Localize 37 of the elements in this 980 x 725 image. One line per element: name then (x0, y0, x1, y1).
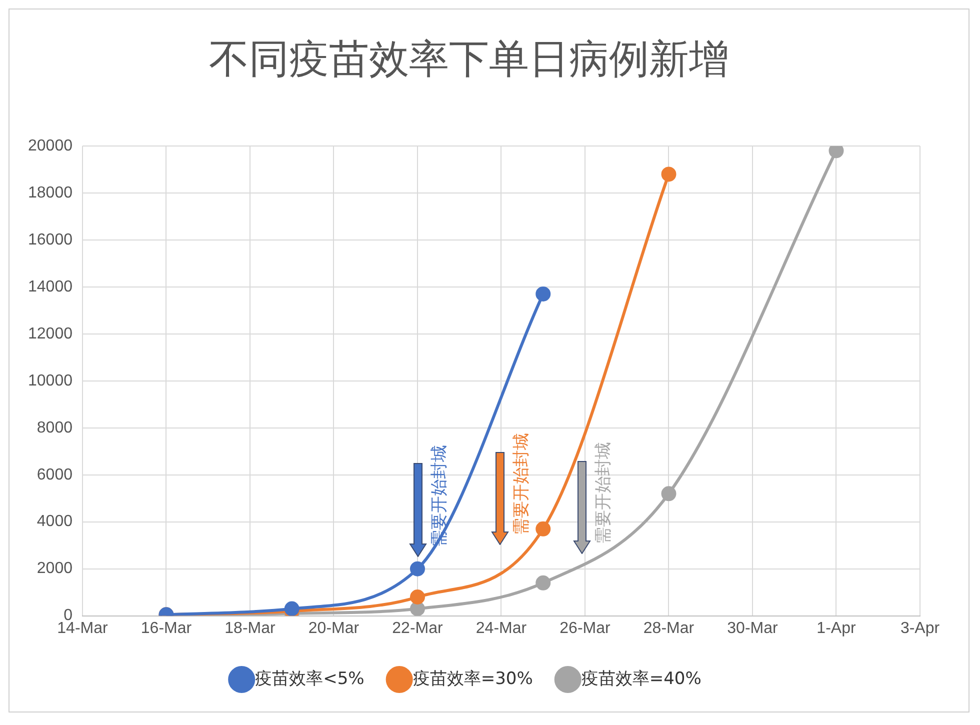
chart-title: 不同疫苗效率下单日病例新增 (209, 36, 729, 82)
y-tick-label: 12000 (28, 325, 73, 342)
point (661, 166, 676, 182)
annotation: 需要开始封城 (593, 442, 614, 544)
point (536, 575, 551, 590)
y-tick-label: 18000 (28, 184, 73, 202)
y-tick-label: 6000 (36, 466, 73, 484)
point (536, 521, 551, 536)
y-tick-label: 2000 (36, 560, 73, 578)
x-tick-label: 28-Mar (643, 620, 695, 637)
point (284, 601, 300, 616)
y-tick-label: 20000 (28, 137, 73, 154)
legend-label: 疫苗效率=40% (581, 668, 702, 689)
point (410, 601, 425, 616)
legend-label: 疫苗效率=30% (412, 668, 533, 689)
y-tick-label: 8000 (36, 419, 73, 436)
y-tick-label: 10000 (28, 372, 73, 390)
point (410, 561, 425, 576)
point (410, 590, 425, 605)
x-tick-label: 14-Mar (57, 620, 108, 637)
x-tick-label: 30-Mar (727, 620, 779, 637)
x-tick-label: 1-Apr (816, 620, 856, 637)
x-tick-label: 3-Apr (900, 620, 940, 637)
x-tick-label: 20-Mar (308, 620, 360, 637)
point (828, 146, 844, 158)
annotation: 需要开始封城 (511, 433, 532, 535)
y-tick-label: 16000 (28, 231, 73, 248)
x-tick-label: 22-Mar (392, 620, 444, 637)
legend-label: 疫苗效率<5% (255, 668, 364, 689)
x-tick-label: 26-Mar (560, 620, 612, 637)
x-tick-label: 16-Mar (140, 620, 192, 637)
x-tick-label: 18-Mar (224, 620, 276, 637)
point (536, 286, 551, 302)
y-tick-label: 14000 (28, 278, 73, 296)
x-tick-label: 24-Mar (476, 620, 528, 637)
point (661, 486, 676, 502)
y-tick-label: 4000 (36, 513, 73, 530)
